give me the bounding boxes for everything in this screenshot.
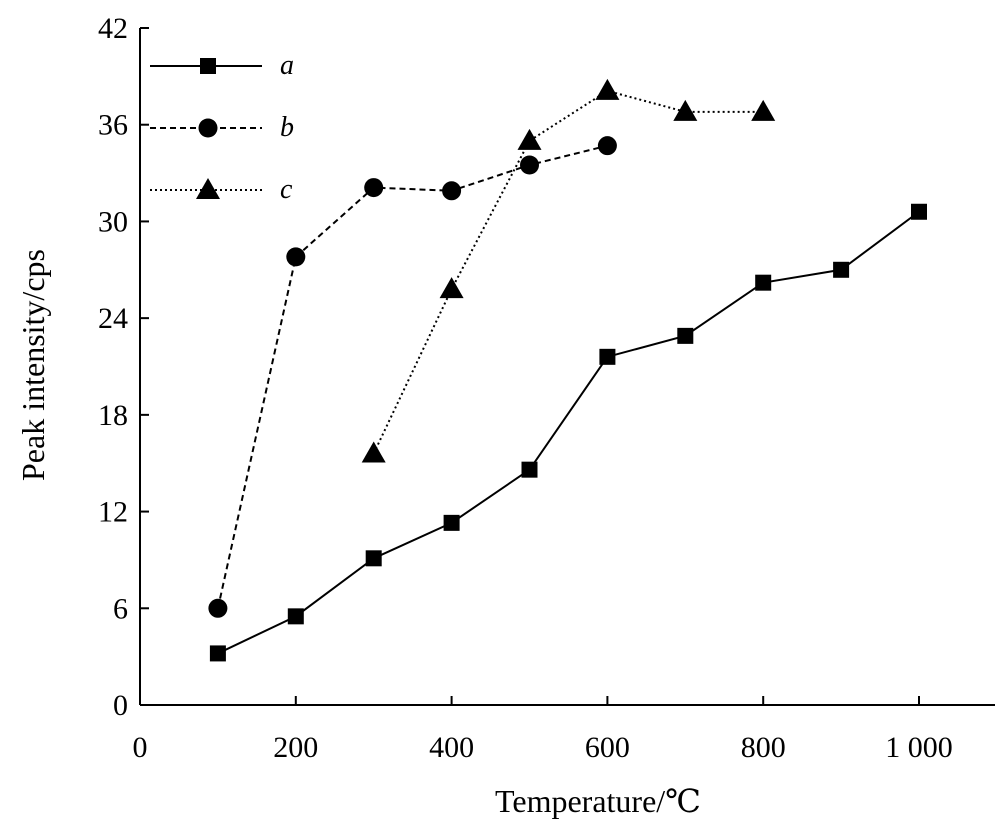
y-tick-label: 36 (98, 109, 128, 142)
data-point-b (442, 181, 462, 201)
data-point-b (597, 136, 617, 156)
data-point-c (439, 277, 464, 299)
legend-label: c (280, 174, 293, 205)
legend-item-c: c (150, 174, 293, 205)
data-point-a (287, 608, 304, 625)
series-c (361, 78, 776, 463)
data-point-b (520, 155, 539, 175)
data-point-a (599, 348, 616, 365)
data-point-a (443, 514, 460, 531)
legend-marker (198, 118, 218, 138)
series-b (208, 136, 617, 618)
legend-marker (200, 58, 216, 74)
legend-item-b: b (150, 112, 294, 143)
x-axis-title: Temperature/℃ (495, 783, 701, 819)
x-tick-label: 600 (585, 731, 630, 764)
data-point-c (751, 99, 776, 121)
data-point-a (911, 203, 927, 220)
y-axis-title: Peak intensity/cps (15, 249, 51, 481)
y-tick-label: 0 (113, 689, 128, 722)
data-point-a (677, 327, 694, 344)
data-point-a (755, 274, 772, 291)
series-line-b (216, 144, 608, 609)
x-tick-label: 200 (273, 731, 318, 764)
y-tick-label: 42 (98, 12, 128, 45)
y-tick-label: 30 (98, 205, 128, 238)
data-point-c (673, 99, 698, 121)
data-point-a (365, 550, 382, 567)
x-tick-label: 800 (741, 731, 786, 764)
data-point-b (364, 178, 384, 198)
legend-item-a: a (150, 50, 294, 81)
data-point-a (521, 461, 538, 478)
y-tick-label: 18 (98, 399, 128, 432)
series-group (208, 78, 927, 662)
y-tick-label: 6 (113, 592, 128, 625)
y-tick-label: 12 (98, 496, 128, 529)
data-point-a (209, 645, 226, 662)
legend: abc (150, 50, 294, 205)
x-tick-label: 1 000 (885, 731, 953, 764)
legend-marker (196, 178, 220, 199)
data-point-a (833, 261, 850, 278)
legend-label: b (280, 112, 294, 143)
series-a (209, 203, 927, 662)
series-line-c (372, 89, 764, 454)
data-point-b (208, 598, 228, 618)
axes: 0 6 12 18 24 30 36 42 0 200 400 600 800 1 000 (98, 12, 995, 764)
series-line-a (217, 210, 920, 655)
data-point-c (361, 441, 386, 463)
y-tick-label: 24 (98, 302, 128, 335)
x-tick-label: 0 (133, 731, 148, 764)
data-point-b (286, 247, 306, 267)
x-tick-label: 400 (429, 731, 474, 764)
data-point-c (517, 128, 542, 150)
data-point-c (595, 78, 620, 100)
legend-label: a (280, 50, 294, 81)
